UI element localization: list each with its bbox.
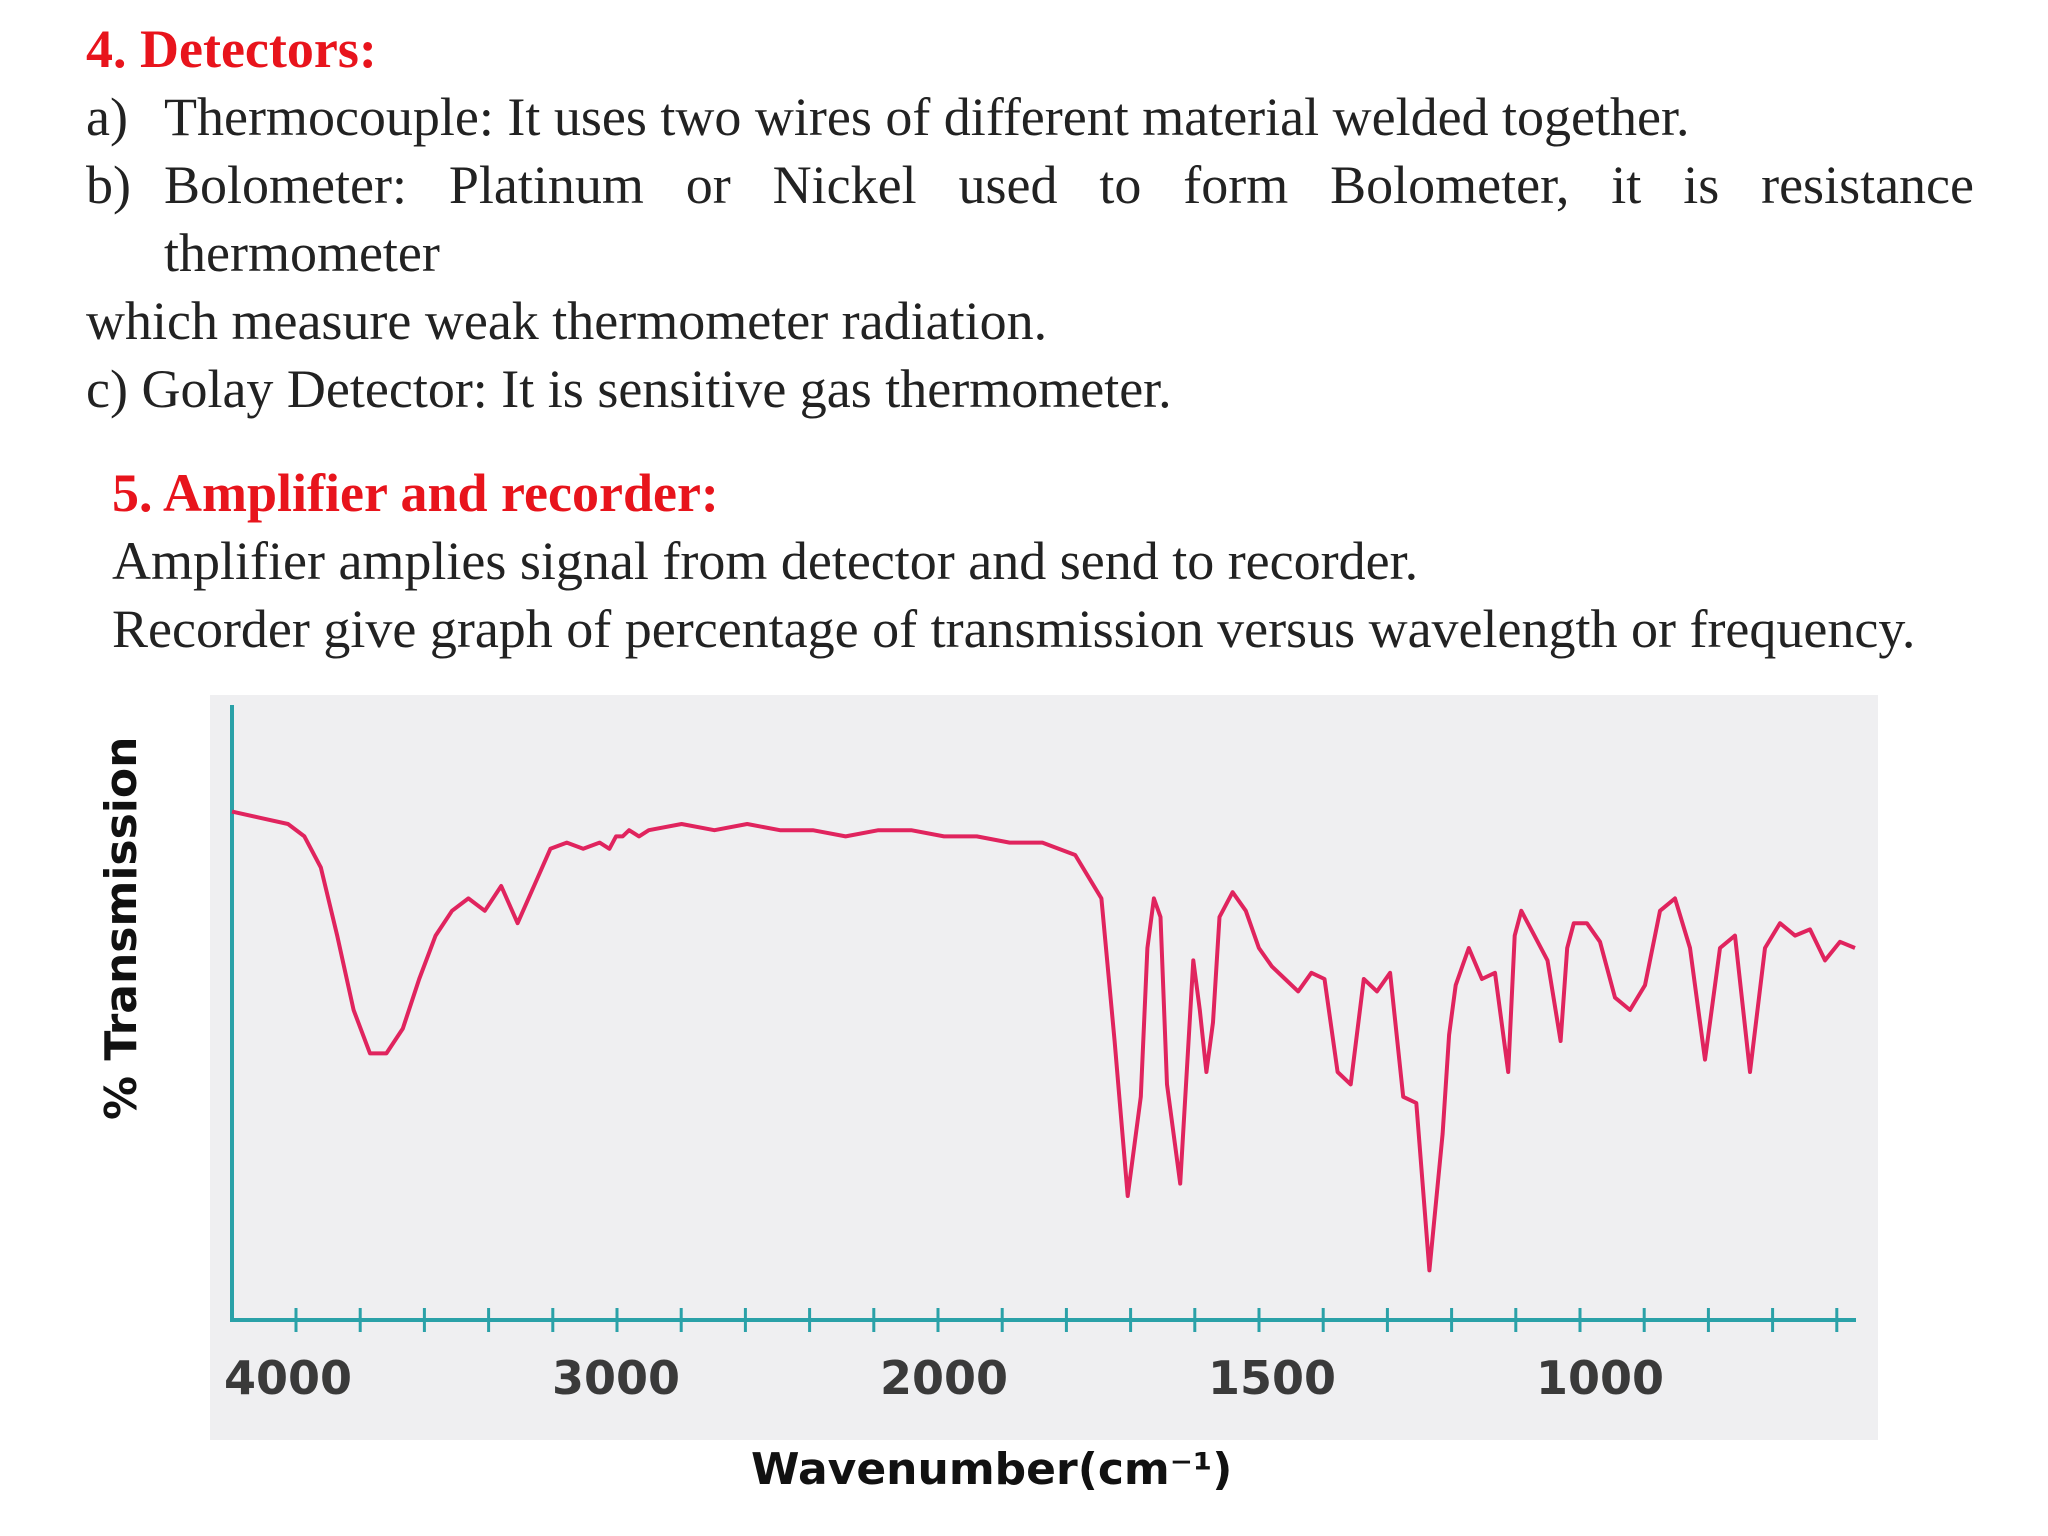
x-tick-label: 4000 bbox=[224, 1351, 352, 1405]
amplifier-line1: Amplifier amplies signal from detector a… bbox=[112, 531, 1419, 591]
item-b-line2: thermometer bbox=[164, 223, 440, 283]
x-axis-title: Wavenumber(cm⁻¹) bbox=[751, 1444, 1232, 1495]
x-tick-label: 3000 bbox=[552, 1351, 680, 1405]
item-b-line1: Bolometer: Platinum or Nickel used to fo… bbox=[164, 155, 1974, 215]
item-b-text: Bolometer: Platinum or Nickel used to fo… bbox=[164, 158, 1974, 212]
y-axis-title: % Transmission bbox=[96, 737, 147, 1120]
item-b-marker: b) bbox=[86, 155, 131, 215]
amplifier-line2: Recorder give graph of percentage of tra… bbox=[112, 599, 1916, 659]
x-tick-label: 1500 bbox=[1208, 1351, 1336, 1405]
item-a-text: Thermocouple: It uses two wires of diffe… bbox=[164, 87, 1690, 147]
item-c-text: c) Golay Detector: It is sensitive gas t… bbox=[86, 359, 1172, 419]
continuation-text: which measure weak thermometer radiation… bbox=[86, 291, 1048, 351]
spectrum-line-group bbox=[231, 809, 1856, 1273]
x-tick-label: 1000 bbox=[1536, 1351, 1664, 1405]
amplifier-heading: 5. Amplifier and recorder: bbox=[112, 463, 719, 523]
chart-axes bbox=[230, 705, 1856, 1332]
x-tick-label: 2000 bbox=[880, 1351, 1008, 1405]
detectors-heading: 4. Detectors: bbox=[86, 19, 377, 79]
item-a-marker: a) bbox=[86, 87, 128, 147]
spectrum-line bbox=[231, 809, 1856, 1273]
tick-labels: 4000 3000 2000 1500 1000 bbox=[224, 1351, 1664, 1405]
